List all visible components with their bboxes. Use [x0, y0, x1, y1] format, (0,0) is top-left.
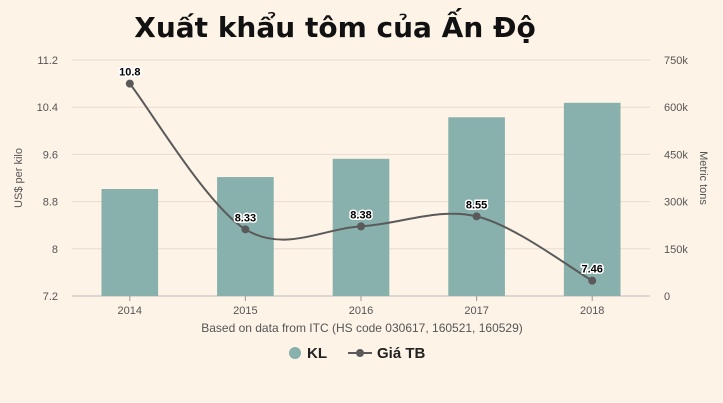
- y-left-tick-label: 11.2: [37, 55, 58, 67]
- price-data-label: 8.55: [466, 199, 487, 211]
- bar: [563, 102, 621, 296]
- legend-kl-marker: [289, 347, 301, 359]
- legend-gia-tb-label: Giá TB: [377, 345, 426, 362]
- legend-item-gia-tb[interactable]: Giá TB: [348, 345, 426, 362]
- legend-gia-tb-marker: [356, 349, 364, 357]
- bar-series: [101, 102, 621, 296]
- y-left-tick-label: 7.2: [43, 291, 58, 303]
- price-point: [125, 79, 134, 88]
- y-right-tick-label: 750k: [664, 55, 688, 67]
- chart-title: Xuất khẩu tôm của Ấn Độ: [134, 6, 535, 44]
- price-data-label: 8.33: [235, 212, 256, 224]
- y-left-tick-label: 8: [52, 244, 58, 256]
- price-line: [129, 82, 593, 282]
- price-point: [472, 212, 481, 221]
- line-series: 10.8 8.33 8.38 8.55 7.46: [118, 65, 604, 285]
- bar: [448, 117, 505, 296]
- x-axis-label: Based on data from ITC (HS code 030617, …: [201, 321, 523, 335]
- y-right-tick-label: 600k: [664, 102, 688, 114]
- price-point: [588, 276, 597, 285]
- price-data-label: 8.38: [350, 209, 371, 221]
- bar: [217, 177, 274, 296]
- y-right-tick-label: 300k: [664, 197, 688, 209]
- x-tick-label: 2014: [118, 305, 142, 317]
- x-tick-label: 2016: [349, 305, 373, 317]
- x-tick-label: 2018: [580, 305, 604, 317]
- y-right-tick-label: 150k: [664, 244, 688, 256]
- x-tick-label: 2017: [464, 305, 488, 317]
- legend-kl-label: KL: [307, 345, 327, 362]
- y-left-tick-label: 10.4: [37, 102, 58, 114]
- bar: [101, 189, 159, 296]
- y-left-tick-label: 8.8: [43, 197, 58, 209]
- y-axis-left-label: US$ per kilo: [13, 148, 25, 208]
- legend-item-kl[interactable]: KL: [289, 345, 327, 362]
- legend: KL Giá TB: [289, 345, 426, 362]
- price-point: [241, 225, 250, 234]
- y-right-tick-label: 0: [664, 291, 670, 303]
- price-point: [357, 222, 365, 231]
- x-tick-label: 2015: [233, 305, 257, 317]
- price-data-label: 10.8: [119, 67, 140, 79]
- y-left-tick-label: 9.6: [43, 149, 58, 161]
- axis-ticks: 7.2 0 8 150k 8.8 300k 9.6 450k 10.4 600k 11.2 750k 2…: [37, 55, 689, 317]
- y-right-tick-label: 450k: [664, 149, 688, 161]
- price-data-label: 7.46: [581, 264, 602, 276]
- y-axis-right-label: Metric tons: [697, 151, 709, 205]
